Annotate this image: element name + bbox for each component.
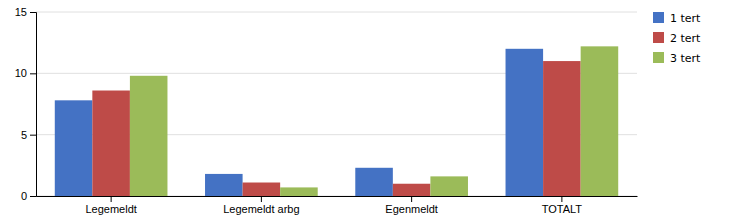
x-tick-label: Legemeldt arbg <box>223 203 299 215</box>
bars <box>55 46 618 196</box>
x-tick-mark <box>411 196 412 202</box>
bar <box>55 100 93 196</box>
y-tick-label: 0 <box>21 190 27 202</box>
legend-label: 3 tert <box>670 52 701 65</box>
legend-swatch <box>653 12 664 23</box>
legend-item: 2 tert <box>653 32 701 45</box>
bar <box>92 91 130 196</box>
x-tick-label: Legemeldt <box>85 203 136 215</box>
y-tick-label: 5 <box>21 129 27 141</box>
bar <box>506 49 544 196</box>
legend-swatch <box>653 52 664 63</box>
chart: Legemeldt Legemeldt arbg Egenmeldt TOTALT 0 5… <box>0 0 747 224</box>
bar <box>243 183 281 196</box>
x-tick: Legemeldt <box>85 196 136 215</box>
bar-series <box>130 46 618 196</box>
legend-label: 2 tert <box>670 32 701 45</box>
y-tick: 0 <box>21 190 36 202</box>
y-tick-mark <box>30 135 36 136</box>
bar-series <box>92 61 580 196</box>
x-tick-mark <box>561 196 562 202</box>
bar <box>393 184 431 196</box>
y-tick-mark <box>30 73 36 74</box>
x-tick-label: Egenmeldt <box>385 203 438 215</box>
y-tick-mark <box>30 12 36 13</box>
x-tick: Egenmeldt <box>385 196 438 215</box>
y-axis: 0 5 10 15 <box>15 6 37 202</box>
legend-item: 3 tert <box>653 52 701 65</box>
y-tick: 15 <box>15 6 36 18</box>
x-tick: Legemeldt arbg <box>223 196 299 215</box>
bar <box>355 168 393 196</box>
x-tick-mark <box>111 196 112 202</box>
x-axis: Legemeldt Legemeldt arbg Egenmeldt TOTALT <box>37 196 638 215</box>
y-tick-label: 15 <box>15 6 27 18</box>
bar <box>430 176 468 196</box>
x-tick: TOTALT <box>542 196 583 215</box>
plot: Legemeldt Legemeldt arbg Egenmeldt TOTALT 0 5… <box>15 6 638 215</box>
legend: 1 tert 2 tert 3 tert <box>653 12 701 65</box>
x-tick-mark <box>261 196 262 202</box>
legend-item: 1 tert <box>653 12 701 25</box>
x-tick-label: TOTALT <box>542 203 583 215</box>
bar <box>130 76 168 196</box>
y-axis-line <box>30 13 37 197</box>
x-axis-line <box>37 196 638 197</box>
y-tick-label: 10 <box>15 67 27 79</box>
bar <box>205 174 243 196</box>
y-tick: 5 <box>21 129 36 141</box>
legend-swatch <box>653 32 664 43</box>
bar <box>581 46 619 196</box>
y-tick: 10 <box>15 67 36 79</box>
grid-line <box>36 12 637 13</box>
y-tick-mark <box>30 196 36 197</box>
bar <box>280 187 318 196</box>
legend-label: 1 tert <box>670 12 701 25</box>
grid <box>36 12 637 196</box>
bar <box>543 61 581 196</box>
bar-series <box>55 49 543 196</box>
